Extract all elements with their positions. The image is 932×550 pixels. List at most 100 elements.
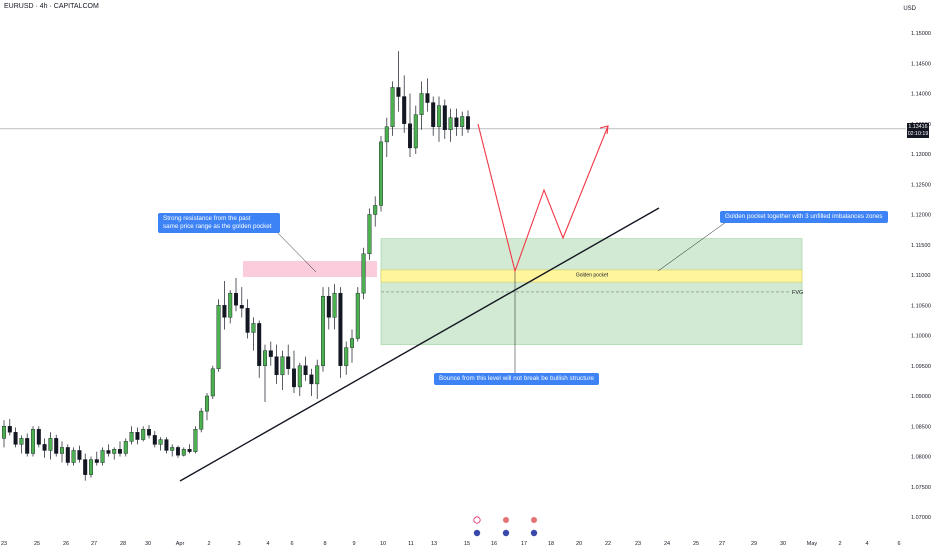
bear-candle-body [257,323,262,366]
current-price-value: 1.13416 [908,124,928,130]
candle [361,247,366,300]
time-tick: 11 [408,541,414,547]
chart-symbol-title[interactable]: EURUSD · 4h · CAPITALCOM [4,3,99,10]
time-tick: 16 [491,541,497,547]
candle [170,444,175,457]
candle [251,317,256,351]
candle [129,426,134,445]
bull-candle-body [361,253,366,294]
bear-candle-body [233,292,238,306]
bear-candle-body [326,295,331,318]
economic-events[interactable] [473,516,538,537]
candle [466,110,471,133]
time-tick: 24 [664,541,670,547]
candle [146,425,151,439]
event-dot-icon [530,529,538,537]
time-tick: 13 [431,541,437,547]
price-axis[interactable]: 1.150001.145001.140001.135001.130001.125… [911,31,931,521]
bull-candle-body [344,347,349,366]
bull-candle-body [355,292,360,339]
event-bolt-icon [473,516,481,524]
event-dot-icon [502,529,510,537]
bear-candle-body [175,447,180,456]
time-tick: 22 [605,541,611,547]
bear-candle-body [408,123,413,149]
candle [408,93,413,158]
candle [274,344,279,384]
price-tick: 1.10500 [911,303,931,309]
bull-candle-body [60,447,65,454]
candle [175,445,180,458]
bull-candle-body [216,305,221,369]
bear-candle-body [286,356,291,369]
bull-candle-body [460,116,465,127]
bear-candle-body [396,87,401,97]
candle [222,281,227,330]
candle [135,427,140,445]
time-tick: 2 [838,541,841,547]
time-tick: 27 [719,541,725,547]
price-tick: 1.10000 [911,334,931,340]
bear-candle-body [7,426,12,433]
golden-zone-pointer [657,221,727,272]
time-tick: 20 [576,541,582,547]
time-tick: 29 [751,541,757,547]
bull-candle-body [158,439,163,445]
bull-candle-body [193,429,198,452]
candle [204,392,209,421]
candle [326,287,331,330]
candle [94,451,99,466]
candle [448,108,453,142]
event-marker [502,516,510,537]
bull-candle-body [210,368,215,397]
bull-candle-body [419,93,424,115]
bear-candle-body [268,350,273,357]
time-tick: 18 [548,541,554,547]
bull-candle-body [379,141,384,206]
bull-candle-body [315,365,320,385]
price-tick: 1.14000 [911,92,931,98]
candle [413,105,418,154]
candle [117,441,122,457]
candle [199,408,204,433]
price-tick: 1.15000 [911,31,931,37]
candle [36,426,41,448]
currency-label: USD [903,6,916,12]
time-tick: 8 [323,541,326,547]
time-tick: 27 [91,541,97,547]
golden-pocket-zone [380,269,803,283]
candle [315,359,320,400]
candle [419,81,424,130]
candle [233,278,238,312]
time-axis[interactable]: 23 25 26 27 28 30 Apr 2 3 4 6 8 9 10 11 13 15 16 17 18 20 22 2… [1,541,901,547]
time-tick: 26 [63,541,69,547]
candle [390,81,395,136]
bear-candle-body [25,438,30,454]
bull-candle-body [332,292,337,318]
candle [13,427,18,448]
time-tick: 15 [464,541,470,547]
bull-candle-body [204,395,209,412]
time-tick: May [807,541,818,547]
bear-candle-body [146,429,151,436]
candle [257,320,262,378]
resistance-callout: Strong resistance from the past same pri… [158,213,280,233]
time-tick: 6 [897,541,900,547]
price-tick: 1.11500 [911,243,930,249]
candle [280,350,285,390]
time-tick: 10 [380,541,386,547]
candle [460,111,465,136]
candle [193,426,198,454]
price-tick: 1.08000 [911,455,931,461]
candle [228,290,233,324]
bull-candle-body [2,426,6,439]
bear-candle-body [135,432,140,440]
price-tick: 1.13000 [911,152,931,158]
candle [141,426,146,442]
bear-candle-body [222,305,227,318]
candle [158,437,163,451]
candle [344,341,349,375]
bear-candle-body [309,374,314,385]
event-dot-icon [473,529,481,537]
